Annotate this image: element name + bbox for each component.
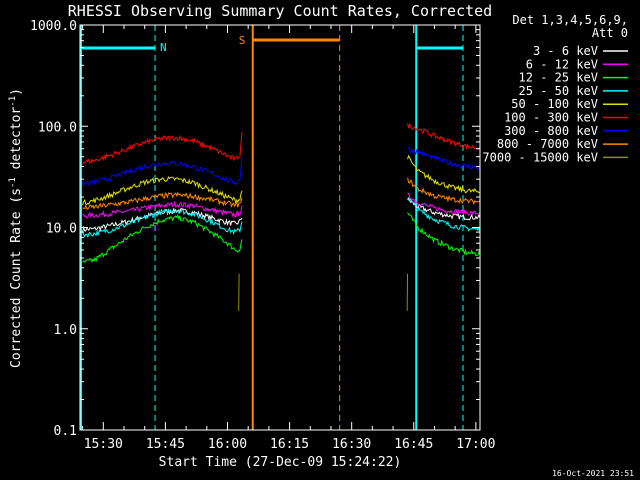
legend-label: 300 - 800 keV [504,124,598,138]
y-axis-label-mid: detector [9,107,24,178]
x-axis-label: Start Time (27-Dec-09 15:24:22) [159,455,402,470]
x-tick-label: 16:00 [208,437,247,452]
legend-header-line1: Det 1,3,4,5,6,9, [512,13,628,27]
y-axis-label-sup1: -1 [8,177,18,188]
orbit-markers: NS [80,25,464,430]
series-line-100-300-kev [82,131,243,165]
night-label: N [160,41,167,54]
legend-label: 100 - 300 keV [504,111,598,125]
legend-label: 3 - 6 keV [533,44,598,58]
series-line-50-100-kev [82,175,243,206]
saa-label: S [239,34,246,47]
series-line-300-800-kev [407,146,481,171]
series-line-12-25-kev [407,212,481,257]
x-tick-label: 15:45 [146,437,185,452]
legend-header-line2: Att 0 [592,26,628,40]
series-line-6-12-kev [407,192,481,216]
y-tick-label: 1.0 [54,323,77,338]
y-axis-label-main: Corrected Count Rate (s [9,188,24,368]
x-tick-label: 16:15 [270,437,309,452]
x-tick-label: 17:00 [456,437,495,452]
y-axis-label: Corrected Count Rate (s-1 detector-1) [8,88,24,368]
series-line-3-6-kev [407,196,481,221]
x-tick-label: 16:45 [394,437,433,452]
legend-label: 25 - 50 keV [519,84,598,98]
series-line-800-7000-kev [407,177,481,206]
x-tick-label: 16:30 [332,437,371,452]
series-line-6-12-kev [82,200,243,219]
y-axis-label-end: ) [9,88,24,96]
y-tick-label: 0.1 [54,424,77,439]
y-tick-label: 10.0 [46,222,77,237]
x-tick-label: 15:30 [84,437,123,452]
series-line-100-300-kev [407,122,481,151]
legend-label: 800 - 7000 keV [497,137,598,151]
chart-title: RHESSI Observing Summary Count Rates, Co… [68,2,492,20]
legend-label: 12 - 25 keV [519,71,598,85]
series-line-25-50-kev [407,197,481,233]
legend-label: 6 - 12 keV [526,57,598,71]
footer-timestamp: 16-Oct-2021 23:51 [552,469,634,478]
legend-label: 50 - 100 keV [511,97,598,111]
y-tick-label: 1000.0 [30,19,77,34]
series-line-3-6-kev [82,207,243,233]
series-line-12-25-kev [82,213,243,263]
y-axis: 0.1 1.0 10.0 100.0 1000.0 [30,19,480,439]
series-line-25-50-kev [82,208,243,239]
series-line-50-100-kev [407,154,481,194]
x-axis: 15:30 15:45 16:00 16:15 16:30 16:45 17:00 [82,25,495,452]
y-axis-label-sup2: -1 [8,96,18,107]
y-tick-label: 100.0 [38,120,77,135]
series-line-300-800-kev [82,157,243,188]
series-line-800-7000-kev [82,191,243,210]
series-lines [82,122,481,311]
legend-label: 7000 - 15000 keV [482,150,598,164]
